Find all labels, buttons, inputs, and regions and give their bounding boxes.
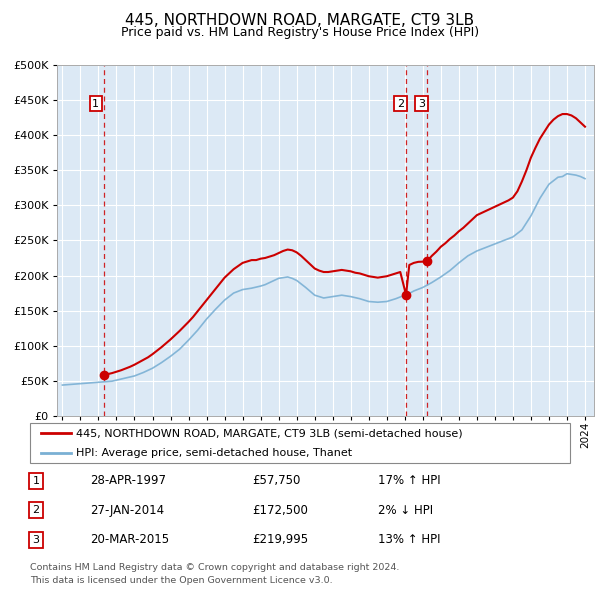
- Text: 3: 3: [32, 535, 40, 545]
- Text: £57,750: £57,750: [252, 474, 301, 487]
- Text: 1: 1: [92, 99, 99, 109]
- Text: 2: 2: [397, 99, 404, 109]
- Text: 27-JAN-2014: 27-JAN-2014: [90, 504, 164, 517]
- Text: 1: 1: [32, 476, 40, 486]
- Text: 2: 2: [32, 506, 40, 515]
- FancyBboxPatch shape: [30, 423, 570, 463]
- Text: 445, NORTHDOWN ROAD, MARGATE, CT9 3LB: 445, NORTHDOWN ROAD, MARGATE, CT9 3LB: [125, 13, 475, 28]
- Text: 445, NORTHDOWN ROAD, MARGATE, CT9 3LB (semi-detached house): 445, NORTHDOWN ROAD, MARGATE, CT9 3LB (s…: [76, 428, 463, 438]
- Text: £172,500: £172,500: [252, 504, 308, 517]
- Text: Contains HM Land Registry data © Crown copyright and database right 2024.
This d: Contains HM Land Registry data © Crown c…: [30, 563, 400, 585]
- Text: 20-MAR-2015: 20-MAR-2015: [90, 533, 169, 546]
- Text: 3: 3: [418, 99, 425, 109]
- Text: £219,995: £219,995: [252, 533, 308, 546]
- Text: 17% ↑ HPI: 17% ↑ HPI: [378, 474, 440, 487]
- Text: HPI: Average price, semi-detached house, Thanet: HPI: Average price, semi-detached house,…: [76, 448, 352, 458]
- Text: 2% ↓ HPI: 2% ↓ HPI: [378, 504, 433, 517]
- Text: 13% ↑ HPI: 13% ↑ HPI: [378, 533, 440, 546]
- Text: Price paid vs. HM Land Registry's House Price Index (HPI): Price paid vs. HM Land Registry's House …: [121, 26, 479, 39]
- Text: 28-APR-1997: 28-APR-1997: [90, 474, 166, 487]
